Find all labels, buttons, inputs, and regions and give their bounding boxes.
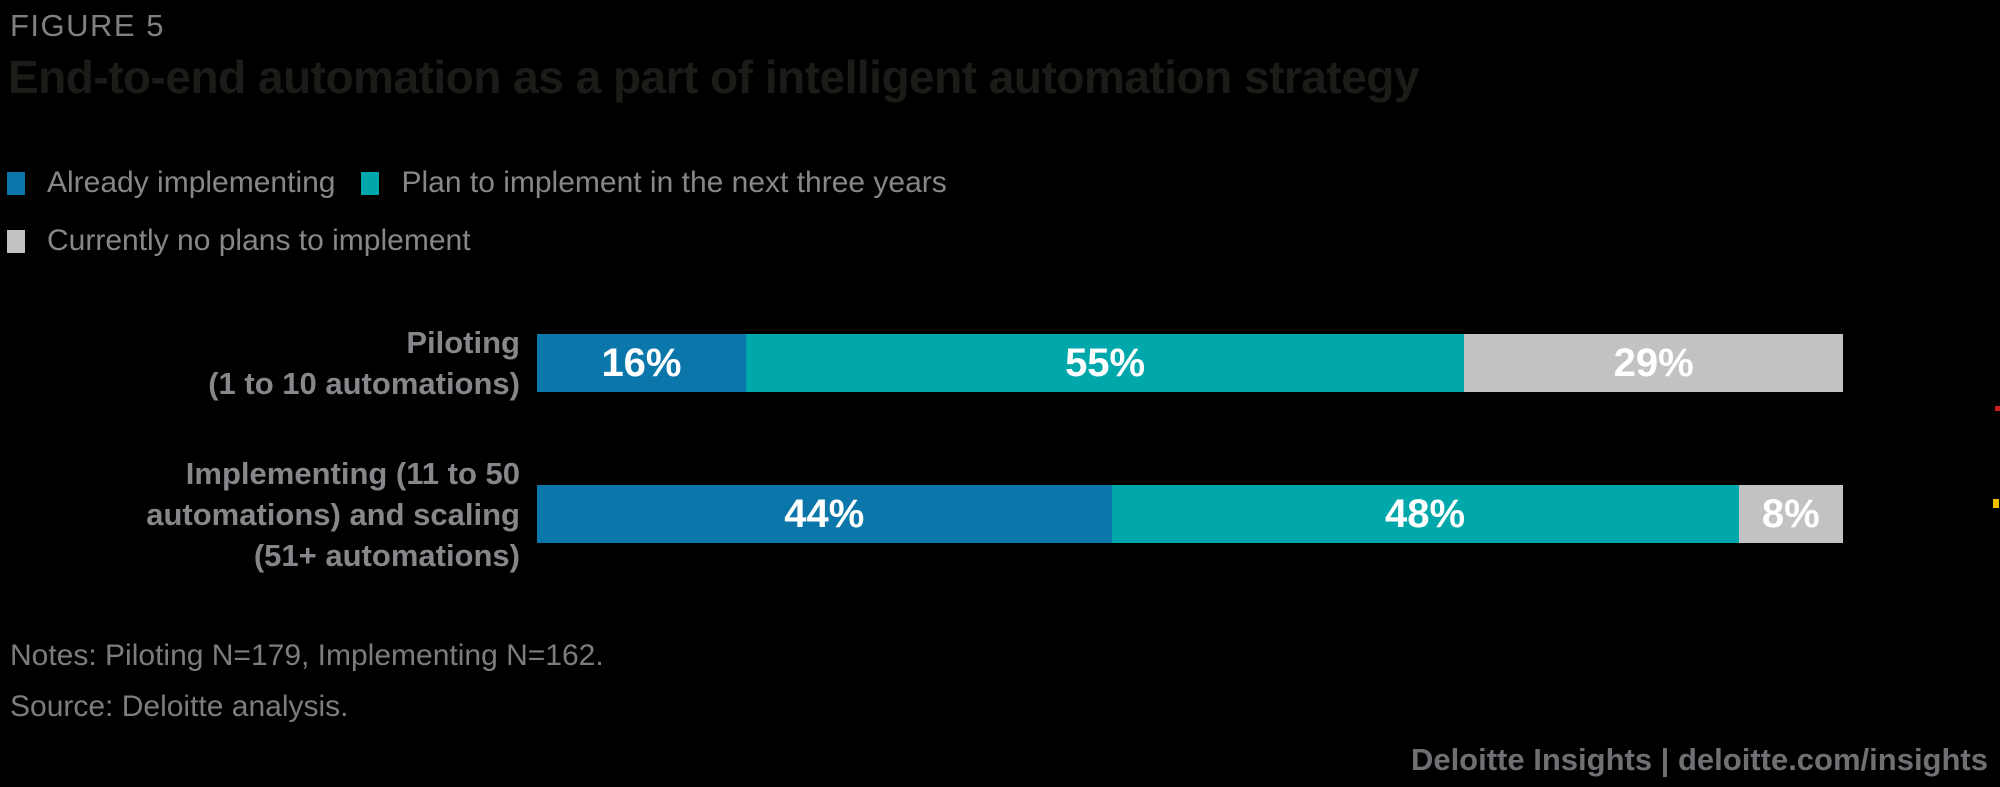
legend: Already implementing Plan to implement i… — [7, 166, 947, 258]
bar-value-label: 16% — [601, 340, 682, 385]
category-label: Implementing (11 to 50 automations) and … — [0, 453, 537, 576]
category-label-line: Piloting — [406, 325, 520, 360]
bar-segment-no-plans: 29% — [1464, 334, 1843, 392]
bar-value-label: 8% — [1761, 491, 1820, 536]
legend-item-no-plans: Currently no plans to implement — [7, 224, 471, 258]
bar-segment-plan-to-implement: 48% — [1111, 485, 1739, 543]
legend-swatch-teal-icon — [361, 171, 380, 195]
legend-row: Already implementing Plan to implement i… — [7, 166, 947, 200]
notes-text: Notes: Piloting N=179, Implementing N=16… — [10, 639, 604, 672]
category-label: Piloting (1 to 10 automations) — [0, 322, 537, 404]
category-label-line: (1 to 10 automations) — [208, 366, 520, 401]
yellow-dot-artifact — [1993, 499, 1999, 508]
chart-row-piloting: Piloting (1 to 10 automations) 16% 55% 2… — [0, 325, 1843, 401]
legend-label: Already implementing — [47, 166, 336, 199]
source-text: Source: Deloitte analysis. — [10, 690, 349, 723]
bar-value-label: 48% — [1385, 491, 1466, 536]
legend-row: Currently no plans to implement — [7, 224, 947, 258]
bar-segment-already-implementing: 44% — [537, 485, 1112, 543]
footer-credit: Deloitte Insights | deloitte.com/insight… — [1410, 742, 1988, 777]
legend-item-already-implementing: Already implementing — [7, 166, 335, 200]
legend-label: Currently no plans to implement — [47, 224, 471, 257]
bar-segment-no-plans: 8% — [1738, 485, 1843, 543]
category-label-line: automations) and scaling — [146, 496, 520, 532]
chart-title: End-to-end automation as a part of intel… — [8, 51, 1419, 103]
figure-label: FIGURE 5 — [10, 8, 165, 43]
stacked-bar: 44% 48% 8% — [537, 485, 1843, 543]
stacked-bar: 16% 55% 29% — [537, 334, 1843, 392]
chart-row-implementing-scaling: Implementing (11 to 50 automations) and … — [0, 456, 1843, 573]
bar-segment-plan-to-implement: 55% — [745, 334, 1465, 392]
legend-item-plan-to-implement: Plan to implement in the next three year… — [361, 166, 947, 200]
bar-value-label: 29% — [1613, 340, 1694, 385]
notes-block: Notes: Piloting N=179, Implementing N=16… — [10, 630, 604, 732]
legend-swatch-blue-icon — [7, 171, 25, 195]
legend-label: Plan to implement in the next three year… — [401, 166, 947, 199]
bar-segment-already-implementing: 16% — [537, 334, 746, 392]
red-dot-artifact — [1995, 406, 2000, 411]
legend-swatch-gray-icon — [7, 229, 25, 253]
bar-value-label: 55% — [1065, 340, 1146, 385]
category-label-line: Implementing (11 to 50 — [185, 455, 520, 491]
category-label-line: (51+ automations) — [253, 537, 520, 573]
bar-value-label: 44% — [784, 491, 865, 536]
